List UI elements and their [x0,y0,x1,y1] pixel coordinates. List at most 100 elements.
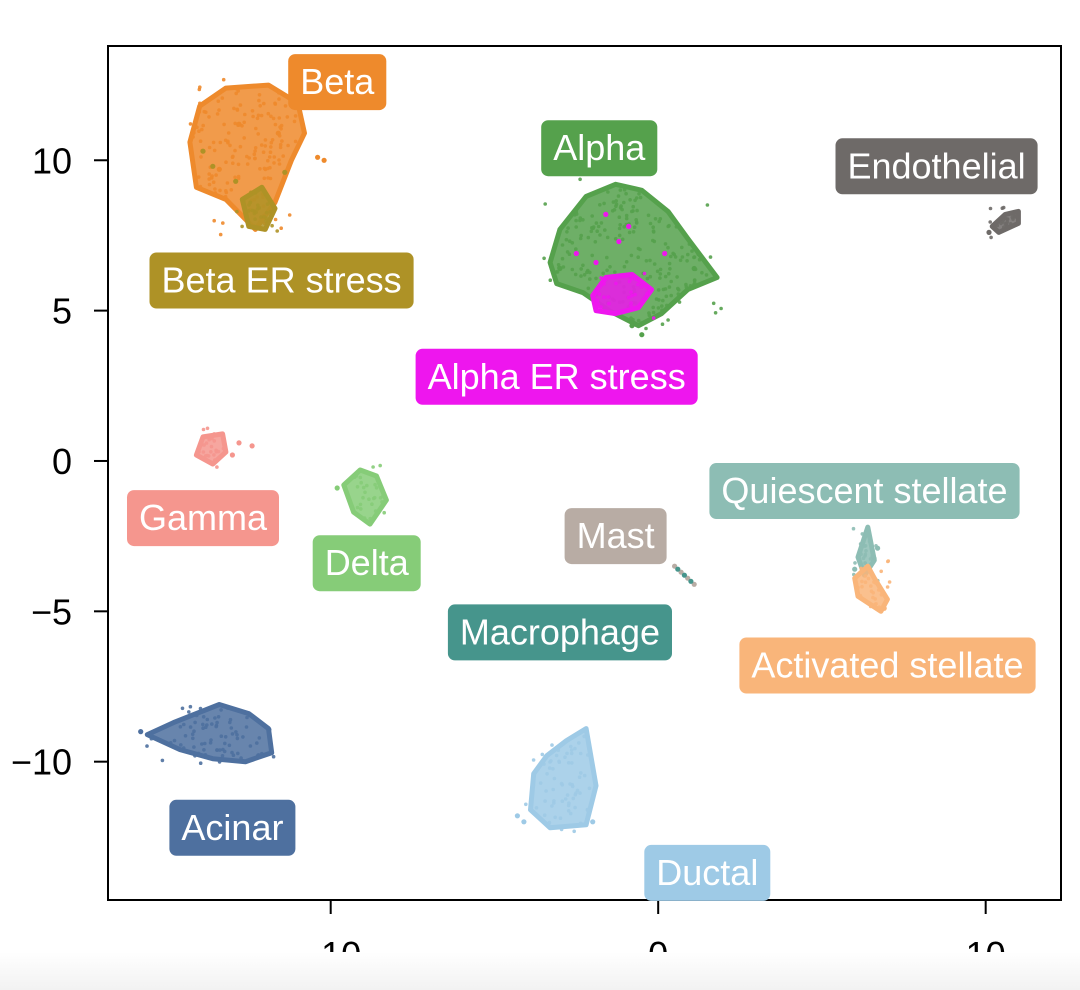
data-point [250,208,255,213]
data-point [232,106,236,111]
cluster-label: Beta [288,54,387,111]
data-point [553,815,557,820]
data-point [871,559,875,564]
data-point [605,235,610,240]
data-point [988,220,992,224]
data-point [622,200,626,205]
cluster-label-text: Alpha ER stress [428,356,686,397]
cluster-label-text: Beta [300,61,375,102]
data-point [627,279,632,284]
data-point [861,556,866,560]
data-point [1006,225,1010,230]
cluster-label-text: Endothelial [847,145,1025,186]
cluster-label-text: Quiescent stellate [721,470,1007,511]
y-tick-label: −10 [11,742,72,783]
data-point [191,736,195,741]
data-point [253,146,258,150]
data-point [565,793,570,797]
data-point [669,279,673,284]
data-point [867,539,872,544]
data-point [552,799,556,803]
data-point [253,217,257,221]
data-point [321,157,327,163]
data-point [268,150,273,154]
data-point [871,591,875,595]
data-point [168,741,173,745]
data-point [201,722,205,727]
data-point [193,176,198,180]
cluster-label-text: Macrophage [460,611,660,652]
data-point [637,192,641,196]
data-point [596,224,601,229]
data-point [531,758,536,762]
data-point [863,561,867,565]
data-point [255,203,260,207]
data-point [279,226,284,230]
data-point [212,148,217,153]
data-point [605,255,609,260]
data-point [254,741,259,745]
cluster-label-box [709,463,1020,519]
cluster-label-box [415,348,698,405]
data-point [619,204,623,208]
data-point [192,729,196,733]
data-point [262,215,266,219]
data-point [618,188,623,192]
data-point [210,722,214,726]
cluster-label: Gamma [127,490,279,547]
cluster-label-text: Activated stellate [751,644,1023,685]
data-point [213,458,217,462]
cluster-label: Acinar [169,799,296,856]
data-point [201,450,206,454]
data-point [528,806,533,811]
cluster-density [528,726,599,831]
data-point [203,454,208,458]
data-point [864,549,868,553]
data-point [603,211,609,217]
data-point [617,233,622,238]
data-point [259,226,263,230]
data-point [651,316,656,320]
data-point [560,243,565,247]
data-point [222,122,226,127]
data-point [557,265,563,272]
data-point [1005,217,1010,222]
data-point [269,114,273,119]
data-point [586,753,590,757]
data-point [201,427,206,432]
data-point [207,145,212,150]
data-point [246,209,251,213]
data-point [213,716,217,720]
data-point [860,579,864,584]
data-point [254,126,258,131]
data-point [636,318,641,323]
data-point [220,96,225,100]
data-point [214,448,218,453]
data-point [253,149,257,153]
data-point [863,580,868,584]
data-point [268,84,273,88]
cluster-label: Delta [312,535,421,592]
data-point [278,125,282,129]
y-tick-label: 10 [32,140,72,181]
data-point [579,267,583,271]
data-point [578,236,583,241]
data-point [245,154,249,159]
data-point [574,791,578,795]
cluster-points [334,463,389,527]
data-point [697,257,702,262]
data-point [273,102,278,106]
data-point [268,199,272,203]
data-point [858,542,863,546]
data-point [651,310,656,315]
data-point [188,122,193,126]
data-point [549,824,553,829]
data-point [548,278,553,283]
data-point [667,285,672,289]
data-point [989,235,993,240]
data-point [578,218,582,223]
data-point [602,295,606,300]
data-point [253,191,258,195]
data-point [241,199,246,203]
data-point [219,708,223,712]
